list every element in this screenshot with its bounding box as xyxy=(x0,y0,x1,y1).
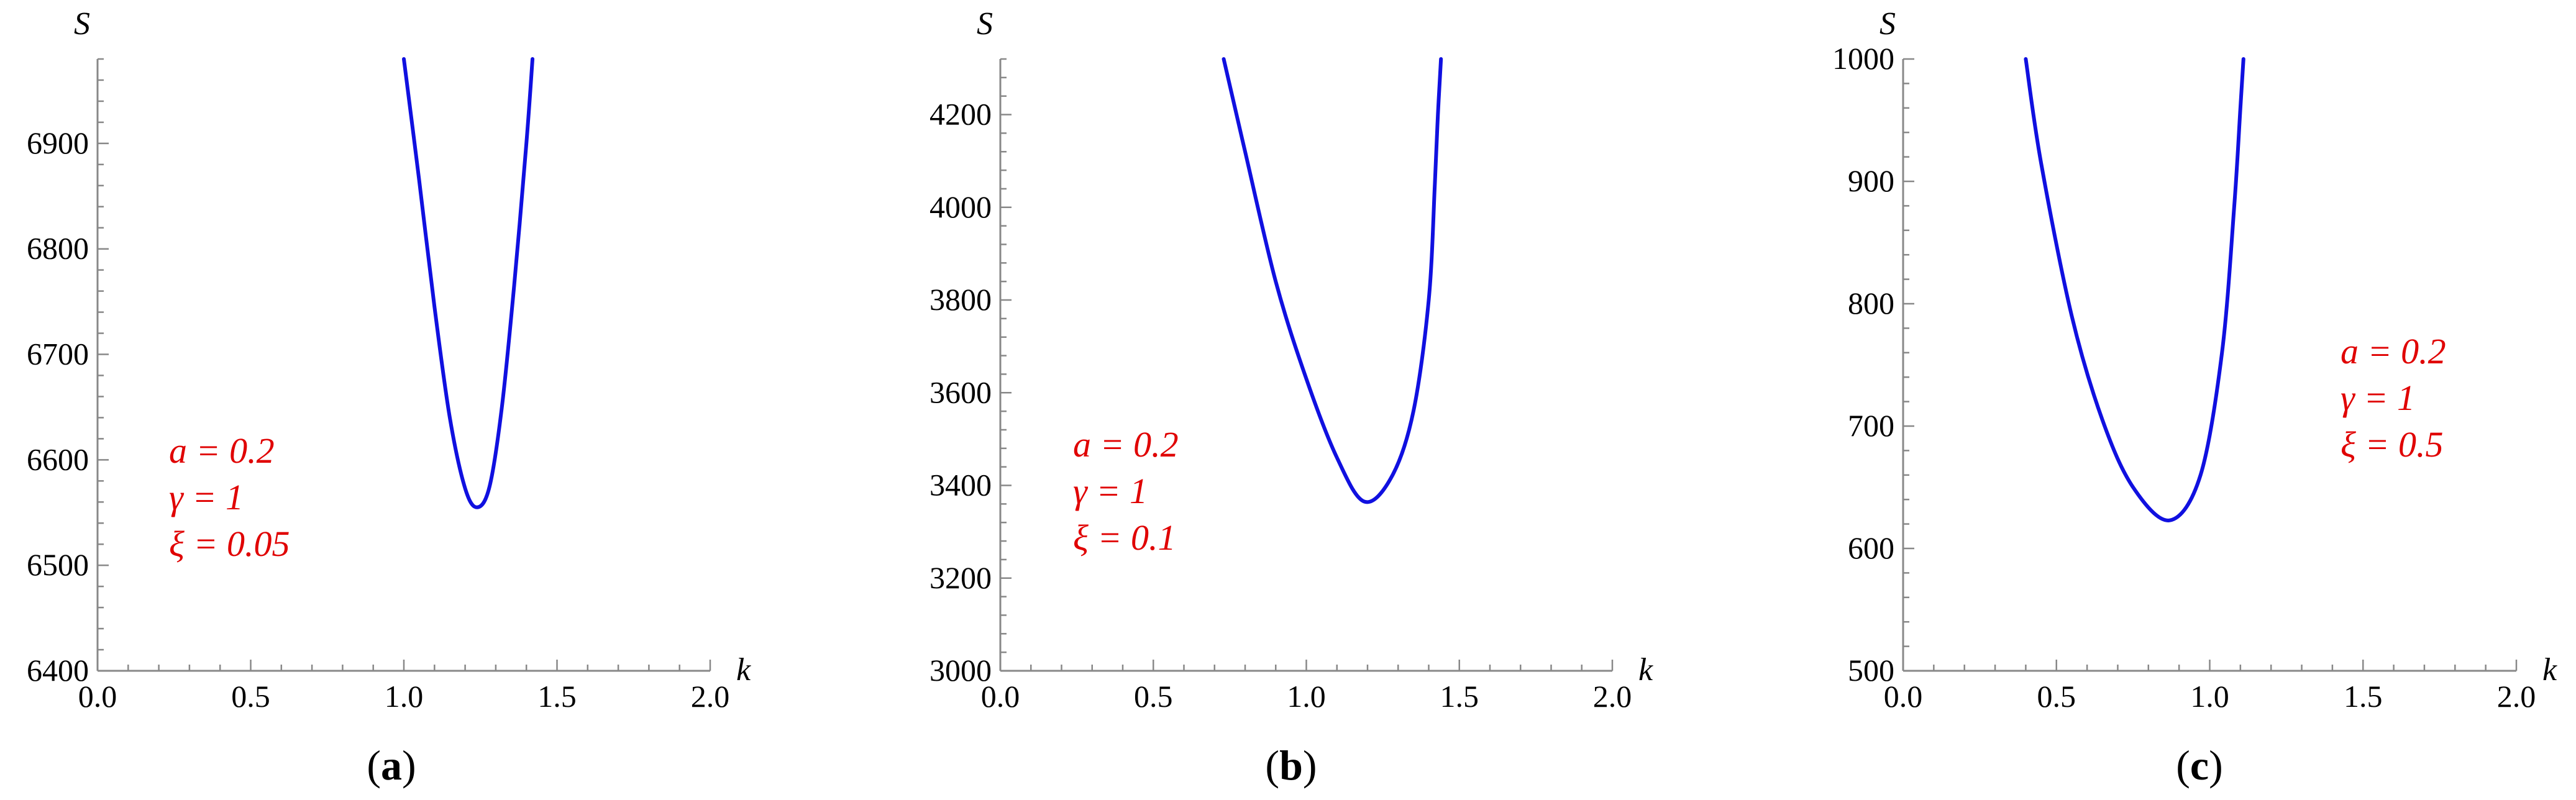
x-axis-label: k xyxy=(2542,652,2557,688)
y-tick-label: 6400 xyxy=(27,653,89,688)
y-tick-label: 3200 xyxy=(929,560,992,595)
parameter-annotation: a = 0.2 xyxy=(2341,331,2446,371)
panel-caption: (c) xyxy=(2176,742,2223,789)
series-line-0 xyxy=(1222,57,1443,504)
x-tick-label: 1.5 xyxy=(1440,679,1479,714)
y-tick-label: 800 xyxy=(1848,286,1894,320)
series-line-0 xyxy=(2024,57,2245,522)
x-tick-label: 1.5 xyxy=(537,679,577,714)
x-tick-label: 0.0 xyxy=(78,679,117,714)
y-tick-label: 6500 xyxy=(27,547,89,582)
x-tick-label: 0.5 xyxy=(231,679,270,714)
y-tick-label: 700 xyxy=(1848,408,1894,443)
series-line-0 xyxy=(402,57,535,509)
y-tick-label: 3800 xyxy=(929,282,992,317)
y-tick-label: 500 xyxy=(1848,653,1894,688)
x-tick-label: 1.5 xyxy=(2344,679,2383,714)
x-tick-label: 2.0 xyxy=(1593,679,1632,714)
y-tick-label: 1000 xyxy=(1832,41,1894,76)
x-tick-label: 0.0 xyxy=(981,679,1020,714)
parameter-annotation: γ = 1 xyxy=(1073,471,1148,511)
y-tick-label: 900 xyxy=(1848,163,1894,198)
y-tick-label: 6900 xyxy=(27,125,89,160)
y-tick-label: 3000 xyxy=(929,653,992,688)
x-tick-label: 1.0 xyxy=(1287,679,1326,714)
y-tick-label: 600 xyxy=(1848,530,1894,565)
panel-caption: (a) xyxy=(367,742,416,789)
x-tick-label: 2.0 xyxy=(691,679,730,714)
panel-caption: (b) xyxy=(1265,742,1317,789)
y-tick-label: 4200 xyxy=(929,97,992,132)
x-tick-label: 0.0 xyxy=(1884,679,1923,714)
y-tick-label: 6800 xyxy=(27,231,89,266)
y-tick-label: 6700 xyxy=(27,337,89,371)
parameter-annotation: ξ = 0.1 xyxy=(1073,517,1176,558)
parameter-annotation: γ = 1 xyxy=(169,477,244,517)
y-tick-label: 3400 xyxy=(929,468,992,502)
chart-panel-a: 0.0 0.5 1.0 1.5 2.0 6400 6500 6600 6700 6800 6900 S… xyxy=(27,6,751,789)
x-axis-label: k xyxy=(1638,652,1653,688)
chart-panel-b: 0.0 0.5 1.0 1.5 2.0 3000 3200 3400 3600 3800 4000 4… xyxy=(929,6,1653,789)
y-tick-label: 3600 xyxy=(929,375,992,409)
y-axis-label: S xyxy=(74,6,90,42)
parameter-annotation: ξ = 0.05 xyxy=(169,524,290,564)
y-axis-label: S xyxy=(1879,6,1896,42)
x-axis-label: k xyxy=(736,652,751,688)
y-axis-label: S xyxy=(977,6,993,42)
parameter-annotation: γ = 1 xyxy=(2341,378,2415,418)
parameter-annotation: a = 0.2 xyxy=(169,430,275,471)
x-tick-label: 0.5 xyxy=(1134,679,1173,714)
x-tick-label: 1.0 xyxy=(2190,679,2229,714)
x-tick-label: 2.0 xyxy=(2497,679,2536,714)
x-tick-label: 1.0 xyxy=(385,679,424,714)
x-tick-label: 0.5 xyxy=(2037,679,2076,714)
y-tick-label: 4000 xyxy=(929,189,992,224)
parameter-annotation: ξ = 0.5 xyxy=(2341,424,2443,465)
parameter-annotation: a = 0.2 xyxy=(1073,424,1179,465)
y-tick-label: 6600 xyxy=(27,442,89,476)
